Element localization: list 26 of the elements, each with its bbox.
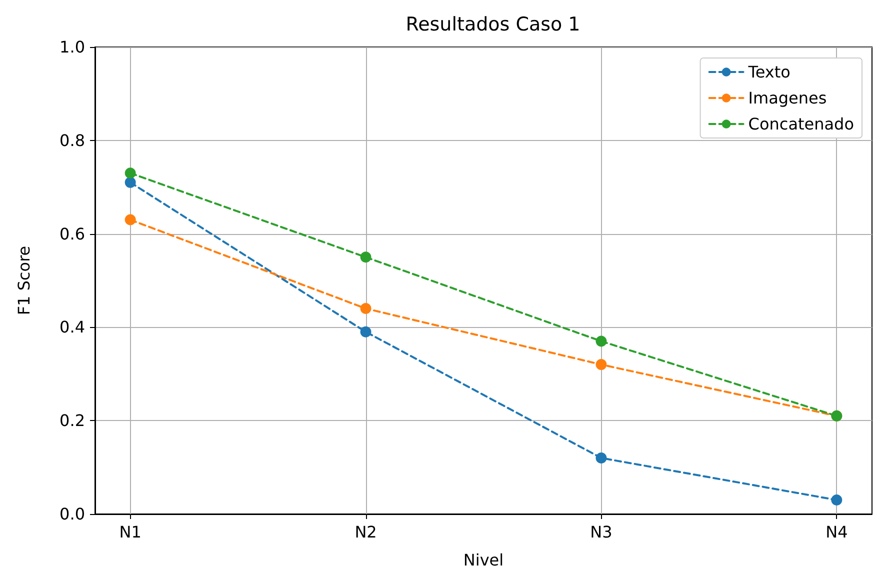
point bbox=[124, 168, 136, 179]
point bbox=[831, 494, 842, 506]
x-axis-title: Nivel bbox=[463, 550, 504, 570]
x-tick-label: N4 bbox=[826, 522, 848, 542]
point bbox=[360, 326, 372, 338]
y-tick-label: 0.4 bbox=[60, 318, 85, 337]
x-tick-label: N1 bbox=[119, 522, 142, 542]
y-tick-label: 0.6 bbox=[60, 224, 85, 244]
legend-label: Texto bbox=[747, 62, 790, 82]
y-axis-title: F1 Score bbox=[14, 246, 34, 316]
point bbox=[596, 452, 607, 464]
point bbox=[124, 214, 136, 226]
y-tick-label: 1.0 bbox=[60, 38, 85, 56]
point bbox=[360, 252, 372, 263]
x-tick-label: N3 bbox=[590, 522, 612, 542]
legend-label: Imagenes bbox=[748, 88, 827, 108]
y-tick-label: 0.2 bbox=[60, 411, 85, 430]
chart-title: Resultados Caso 1 bbox=[406, 14, 580, 36]
point bbox=[360, 303, 372, 314]
y-tick-label: 0.8 bbox=[60, 130, 85, 150]
point bbox=[596, 336, 607, 347]
legend-label: Concatenado bbox=[748, 114, 854, 134]
point bbox=[124, 176, 136, 188]
y-tick-label: 0.0 bbox=[60, 504, 85, 524]
x-tick-label: N2 bbox=[354, 522, 377, 542]
point bbox=[596, 359, 607, 370]
